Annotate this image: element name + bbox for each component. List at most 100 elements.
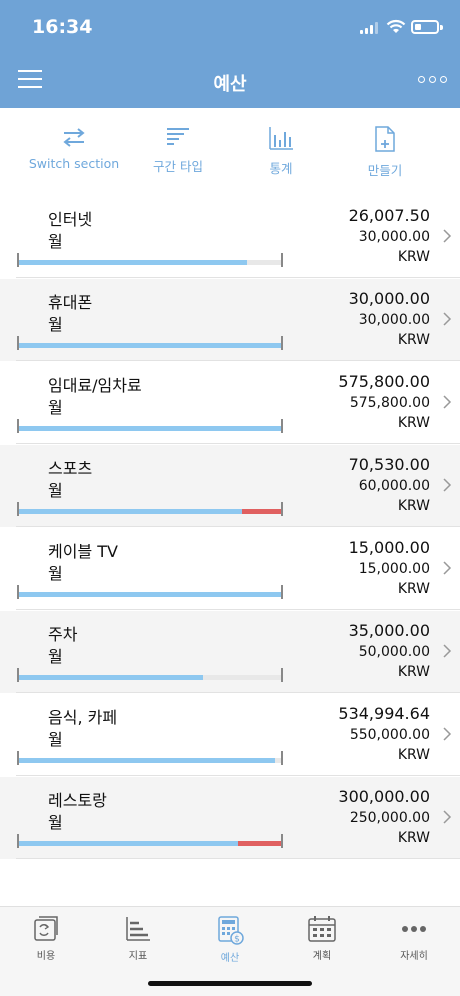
budget-period: 월 [48,398,63,417]
chevron-right-icon [443,312,452,326]
budget-progress-bar [17,419,283,433]
budget-row[interactable]: 레스토랑 월 300,000.00 250,000.00 KRW [0,777,460,859]
budget-overspent-fill [242,509,282,514]
home-indicator [148,981,312,986]
budget-spent-amount: 70,530.00 [348,455,430,474]
budget-name: 인터넷 [48,210,93,229]
budget-name: 주차 [48,625,78,644]
page-title: 예산 [213,74,247,95]
status-time: 16:34 [32,16,93,38]
tab-budget[interactable]: $ 예산 [184,915,276,964]
budget-progress-fill [18,509,242,514]
tab-metrics-label: 지표 [128,951,148,962]
statistics-label: 통계 [269,161,293,176]
budget-currency: KRW [397,581,430,597]
budget-limit-amount: 15,000.00 [358,561,430,577]
signal-icon [360,22,380,34]
budget-limit-amount: 575,800.00 [349,395,430,411]
budget-progress-bar [17,585,283,599]
budget-name: 케이블 TV [48,542,118,561]
budget-currency: KRW [397,830,430,846]
create-label: 만들기 [367,163,403,178]
budget-currency: KRW [397,249,430,265]
sort-lines-icon [167,128,189,145]
budget-progress-fill [18,841,238,846]
create-button[interactable]: 만들기 [330,126,440,188]
budget-name: 임대료/임차료 [48,376,142,395]
chevron-right-icon [443,810,452,824]
bar-stats-icon [269,127,293,150]
budget-progress-fill [18,260,247,265]
wifi-icon [386,19,406,33]
chart-icon [126,917,150,941]
hamburger-menu-icon[interactable] [18,70,42,88]
budget-progress-fill [18,426,282,431]
calendar-icon [308,916,336,942]
budget-progress-fill [18,592,282,597]
budget-period: 월 [48,730,63,749]
budget-spent-amount: 35,000.00 [348,621,430,640]
budget-currency: KRW [397,664,430,680]
budget-period: 월 [48,481,63,500]
period-type-label: 구간 타입 [153,159,203,174]
budget-name: 음식, 카페 [48,708,118,727]
period-type-button[interactable]: 구간 타입 [123,126,233,188]
budget-progress-bar [17,502,283,516]
statistics-button[interactable]: 통계 [226,126,336,188]
tab-metrics[interactable]: 지표 [92,915,184,962]
budget-row[interactable]: 케이블 TV 월 15,000.00 15,000.00 KRW [0,528,460,610]
budget-name: 레스토랑 [48,791,107,810]
tab-budget-label: 예산 [220,953,240,964]
status-bar: 16:34 [0,0,460,56]
tab-expenses[interactable]: 비용 [0,915,92,962]
tab-more-label: 자세히 [400,951,428,962]
budget-limit-amount: 30,000.00 [358,229,430,245]
svg-text:$: $ [234,935,240,945]
budget-progress-fill [18,343,282,348]
switch-section-label: Switch section [28,156,120,171]
toolbar: Switch section 구간 타입 통계 만들기 [0,108,460,194]
budget-period: 월 [48,647,63,666]
tab-planning[interactable]: 계획 [276,915,368,962]
budget-progress-bar [17,336,283,350]
budget-limit-amount: 550,000.00 [349,727,430,743]
expense-icon [34,916,58,941]
budget-limit-amount: 60,000.00 [358,478,430,494]
more-options-icon[interactable] [418,74,448,86]
budget-row[interactable]: 음식, 카페 월 534,994.64 550,000.00 KRW [0,694,460,776]
budget-spent-amount: 300,000.00 [338,787,430,806]
budget-spent-amount: 575,800.00 [338,372,430,391]
chevron-right-icon [443,644,452,658]
chevron-right-icon [443,478,452,492]
budget-period: 월 [48,232,63,251]
budget-currency: KRW [397,747,430,763]
budget-limit-amount: 30,000.00 [358,312,430,328]
budget-currency: KRW [397,332,430,348]
chevron-right-icon [443,561,452,575]
switch-section-button[interactable]: Switch section [19,126,129,188]
budget-row[interactable]: 휴대폰 월 30,000.00 30,000.00 KRW [0,279,460,361]
new-document-icon [375,126,395,152]
budget-period: 월 [48,564,63,583]
budget-currency: KRW [397,415,430,431]
budget-spent-amount: 26,007.50 [348,206,430,225]
budget-progress-bar [17,668,283,682]
budget-spent-amount: 30,000.00 [348,289,430,308]
budget-name: 휴대폰 [48,293,93,312]
budget-currency: KRW [397,498,430,514]
chevron-right-icon [443,395,452,409]
more-dots-icon [402,926,426,932]
tab-more[interactable]: 자세히 [368,915,460,962]
budget-name: 스포츠 [48,459,93,478]
budget-progress-fill [18,758,275,763]
budget-overspent-fill [238,841,282,846]
budget-limit-amount: 50,000.00 [358,644,430,660]
battery-icon [411,20,443,34]
budget-progress-bar [17,253,283,267]
tab-planning-label: 계획 [312,951,332,962]
budget-limit-amount: 250,000.00 [349,810,430,826]
